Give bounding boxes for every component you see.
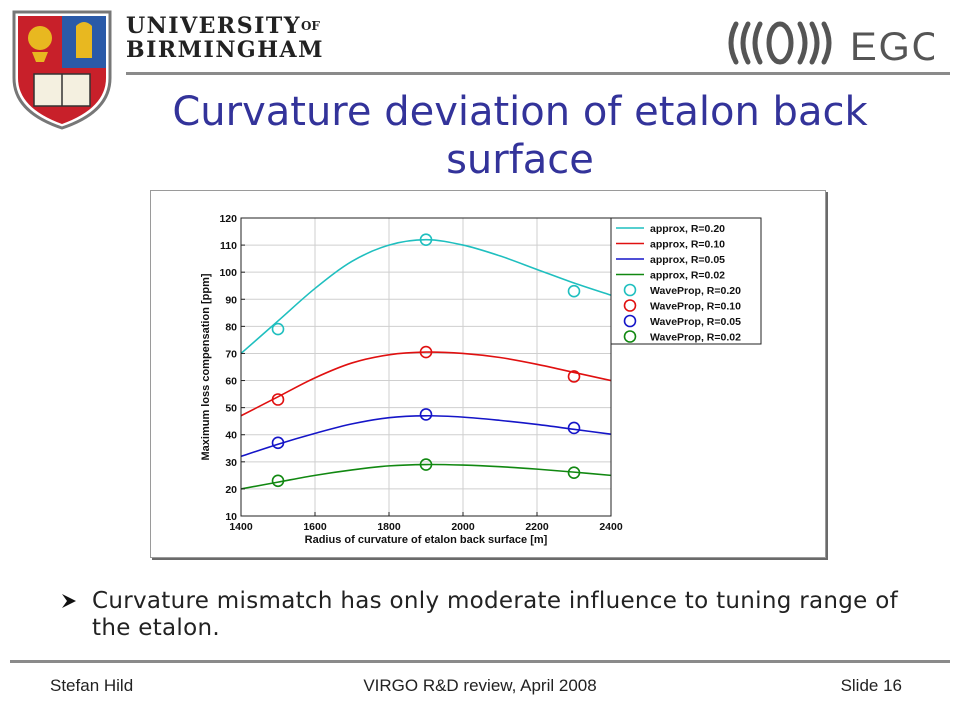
y-tick-label: 60 xyxy=(225,376,237,388)
ego-logo: EGO xyxy=(728,21,934,68)
legend-marker-waveprop-r-0-20 xyxy=(623,283,637,297)
ego-logo-text: EGO xyxy=(850,25,934,68)
data-point-waveprop-r-0-20 xyxy=(271,322,285,336)
data-point-waveprop-r-0-20 xyxy=(419,233,433,246)
y-tick-label: 40 xyxy=(225,430,237,442)
y-tick-label: 70 xyxy=(225,348,237,360)
series-line-approx-r-0-10 xyxy=(240,351,612,417)
chart-image: 1400 1600 1800 2000 2200 2400 10 20 30 40 50 60 70 80… xyxy=(150,190,826,558)
legend-box xyxy=(610,217,762,345)
slide-header: UNIVERSITYOF BIRMINGHAM EGO Curvature de… xyxy=(0,0,960,190)
x-tick-label: 2400 xyxy=(599,521,623,533)
x-tick-label: 2200 xyxy=(525,521,549,533)
slide-title: Curvature deviation of etalon back surfa… xyxy=(172,89,868,183)
x-tick-label: 1400 xyxy=(229,521,253,533)
university-line1: UNIVERSITY xyxy=(126,13,301,39)
x-axis-label: Radius of curvature of etalon back surfa… xyxy=(305,534,548,546)
footer-author: Stefan Hild xyxy=(50,676,134,695)
footer-slide-number: Slide 16 xyxy=(840,676,902,695)
footer-divider xyxy=(10,660,950,663)
university-crest-logo xyxy=(12,10,112,130)
x-tick-label: 2000 xyxy=(451,521,475,533)
y-tick-label: 100 xyxy=(219,267,237,279)
y-tick-label: 120 xyxy=(219,213,237,225)
y-tick-label: 30 xyxy=(225,457,237,469)
arrow-bullet-icon xyxy=(62,594,76,608)
legend-marker-waveprop-r-0-10 xyxy=(623,299,637,312)
data-point-waveprop-r-0-02 xyxy=(567,466,581,479)
y-axis-label: Maximum loss compensation [ppm] xyxy=(200,273,212,460)
data-point-waveprop-r-0-02 xyxy=(419,458,433,471)
data-point-waveprop-r-0-10 xyxy=(567,370,581,383)
y-tick-label: 90 xyxy=(225,294,237,306)
x-tick-label: 1600 xyxy=(303,521,327,533)
data-point-waveprop-r-0-05 xyxy=(567,421,581,435)
y-tick-label: 110 xyxy=(220,240,237,252)
header-divider xyxy=(126,72,950,75)
x-tick-label: 1800 xyxy=(377,521,401,533)
legend-marker-waveprop-r-0-02 xyxy=(623,330,637,343)
series-line-approx-r-0-05 xyxy=(240,414,612,458)
data-point-waveprop-r-0-02 xyxy=(271,474,285,488)
legend-marker-waveprop-r-0-05 xyxy=(623,314,637,328)
university-of: OF xyxy=(300,19,320,33)
legend-label: WaveProp, R=0.02 xyxy=(650,332,741,344)
legend-label: WaveProp, R=0.20 xyxy=(650,285,741,297)
y-tick-label: 80 xyxy=(225,321,237,333)
data-point-waveprop-r-0-10 xyxy=(419,345,433,359)
data-point-waveprop-r-0-05 xyxy=(271,436,285,450)
footer-event: VIRGO R&D review, April 2008 xyxy=(363,676,597,695)
bullet-text: Curvature mismatch has only moderate inf… xyxy=(92,588,898,641)
legend-label: approx, R=0.20 xyxy=(650,223,725,235)
y-tick-label: 50 xyxy=(225,403,237,415)
y-tick-label: 20 xyxy=(225,484,237,496)
university-line2: BIRMINGHAM xyxy=(126,37,324,63)
series-line-approx-r-0-02 xyxy=(240,463,612,490)
data-point-waveprop-r-0-20 xyxy=(567,284,581,298)
legend-label: approx, R=0.10 xyxy=(650,239,725,251)
data-point-waveprop-r-0-05 xyxy=(419,408,433,421)
legend-label: WaveProp, R=0.05 xyxy=(650,316,741,328)
y-tick-label: 10 xyxy=(225,511,237,523)
legend-label: approx, R=0.05 xyxy=(650,254,725,266)
legend-label: approx, R=0.02 xyxy=(650,270,725,282)
loss-compensation-chart: 1400 1600 1800 2000 2200 2400 10 20 30 40 50 60 70 80… xyxy=(151,191,825,557)
chart-legend: approx, R=0.20 approx, R=0.10 approx, R=0.… xyxy=(610,217,762,345)
data-point-waveprop-r-0-10 xyxy=(271,393,285,406)
series-line-approx-r-0-20 xyxy=(240,238,612,355)
university-name: UNIVERSITYOF BIRMINGHAM xyxy=(126,14,324,62)
legend-label: WaveProp, R=0.10 xyxy=(650,301,741,313)
